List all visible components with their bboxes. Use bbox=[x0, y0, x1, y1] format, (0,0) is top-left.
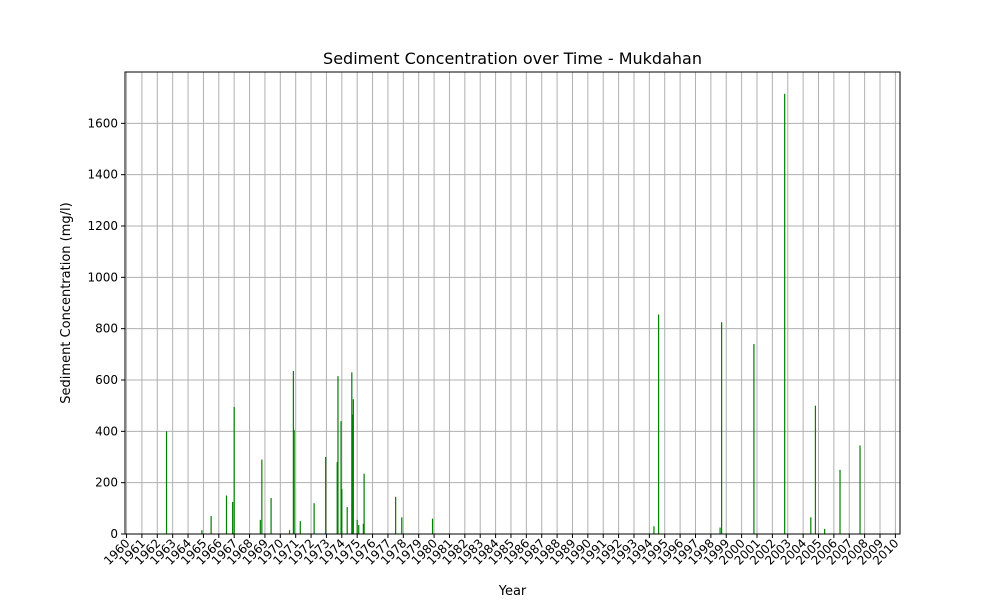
y-tick-label: 400 bbox=[95, 424, 118, 438]
chart-title: Sediment Concentration over Time - Mukda… bbox=[323, 49, 702, 68]
data-bar bbox=[719, 527, 721, 534]
data-bar bbox=[293, 430, 295, 534]
data-bar bbox=[336, 462, 338, 534]
data-bar bbox=[346, 507, 348, 534]
data-bar bbox=[201, 530, 203, 534]
y-tick-label: 1200 bbox=[87, 219, 118, 233]
y-tick-label: 1400 bbox=[87, 168, 118, 182]
data-bar bbox=[362, 523, 364, 534]
data-bar bbox=[351, 414, 354, 534]
data-bar bbox=[395, 496, 397, 534]
data-bar bbox=[431, 518, 434, 534]
data-bar bbox=[401, 517, 403, 534]
data-bar bbox=[363, 473, 365, 534]
data-bar bbox=[325, 457, 327, 534]
plot-frame bbox=[124, 71, 901, 535]
data-bar bbox=[810, 517, 812, 534]
grid-lines bbox=[125, 72, 900, 535]
data-bar bbox=[351, 372, 353, 534]
data-bar bbox=[299, 521, 301, 534]
data-bar bbox=[839, 469, 841, 534]
data-bar bbox=[259, 519, 261, 534]
data-bar bbox=[653, 526, 655, 534]
data-bar bbox=[814, 405, 817, 534]
data-bar bbox=[340, 421, 342, 534]
data-bar bbox=[337, 376, 339, 534]
y-tick-label: 800 bbox=[95, 322, 118, 336]
data-bar bbox=[225, 495, 228, 534]
data-bar bbox=[313, 503, 315, 534]
y-tick-label: 0 bbox=[110, 527, 118, 541]
y-tick-label: 1000 bbox=[87, 270, 118, 284]
data-bar bbox=[292, 371, 294, 534]
data-bar bbox=[824, 528, 826, 534]
data-bar bbox=[358, 525, 360, 534]
y-tick-label: 600 bbox=[95, 373, 118, 387]
data-bar bbox=[784, 93, 786, 535]
x-axis-label: Year bbox=[498, 584, 527, 599]
data-bar bbox=[210, 516, 212, 534]
y-tick-label: 200 bbox=[95, 476, 118, 490]
y-axis-label: Sediment Concentration (mg/l) bbox=[59, 202, 74, 403]
data-bar bbox=[232, 501, 234, 534]
data-bar bbox=[859, 445, 861, 534]
data-bar bbox=[270, 498, 272, 534]
data-bar bbox=[165, 431, 168, 534]
data-bar bbox=[657, 314, 660, 534]
data-bar bbox=[721, 322, 723, 534]
y-tick-label: 1600 bbox=[87, 116, 118, 130]
bars bbox=[165, 93, 861, 535]
data-bar bbox=[753, 344, 755, 534]
data-bar bbox=[356, 519, 358, 534]
data-bar bbox=[288, 530, 291, 534]
y-axis-ticks: 0 200 400 600 800 1000 1200 1400 1600 bbox=[87, 116, 125, 541]
data-bar bbox=[233, 406, 235, 534]
data-bar bbox=[261, 459, 263, 534]
data-bar bbox=[352, 399, 354, 534]
data-bar bbox=[341, 489, 343, 534]
